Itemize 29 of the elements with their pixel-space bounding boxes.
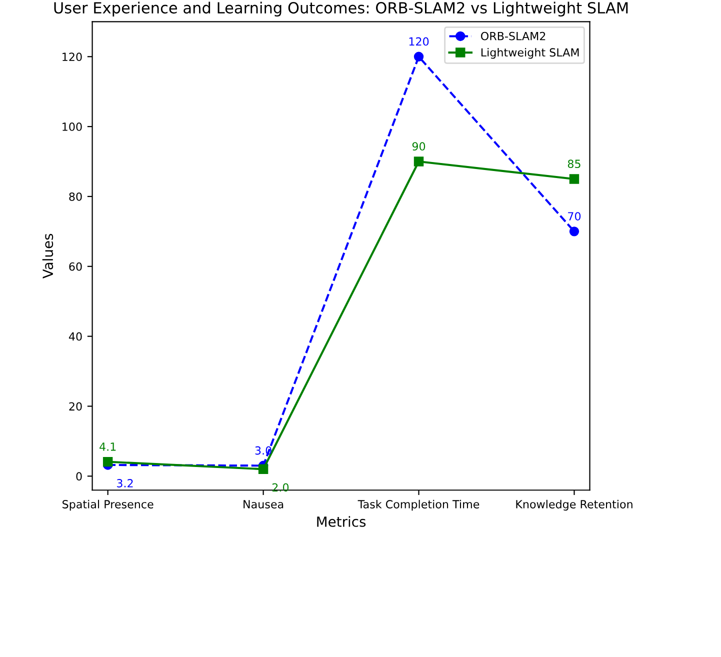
point xyxy=(102,456,113,467)
legend-label: Lightweight SLAM xyxy=(481,48,579,59)
point xyxy=(258,464,268,474)
y-tick-label: 20 xyxy=(69,402,82,411)
y-tick-label: 80 xyxy=(69,192,82,201)
y-tick-label: 0 xyxy=(76,472,82,481)
legend-label: ORB-SLAM2 xyxy=(480,32,546,40)
x-tick-label: Knowledge Retention xyxy=(516,500,632,511)
y-tick-label: 120 xyxy=(62,52,82,62)
data-label: 120 xyxy=(409,37,429,46)
data-label: 3.2 xyxy=(117,479,133,488)
y-tick-label: 60 xyxy=(69,262,82,271)
y-axis-title: Values xyxy=(42,234,54,278)
chart-title: User Experience and Learning Outcomes: ORB-SLAM2 vs Lightweight SLAM xyxy=(54,2,628,17)
y-tick-label: 100 xyxy=(62,122,82,131)
data-label: 85 xyxy=(568,160,580,168)
point xyxy=(569,174,580,184)
x-tick-label: Task Completion Time xyxy=(358,500,480,511)
point xyxy=(414,52,424,62)
point xyxy=(569,226,580,236)
data-label: 70 xyxy=(568,212,581,220)
data-label: 3.0 xyxy=(255,446,272,455)
x-axis-title: Metrics xyxy=(317,516,366,527)
x-tick-label: Spatial Presence xyxy=(62,500,154,511)
x-tick-label: Nausea xyxy=(244,500,284,508)
data-label: 4.1 xyxy=(100,442,116,451)
y-tick-label: 40 xyxy=(68,332,82,341)
data-label: 90 xyxy=(412,142,426,151)
point xyxy=(414,156,424,166)
